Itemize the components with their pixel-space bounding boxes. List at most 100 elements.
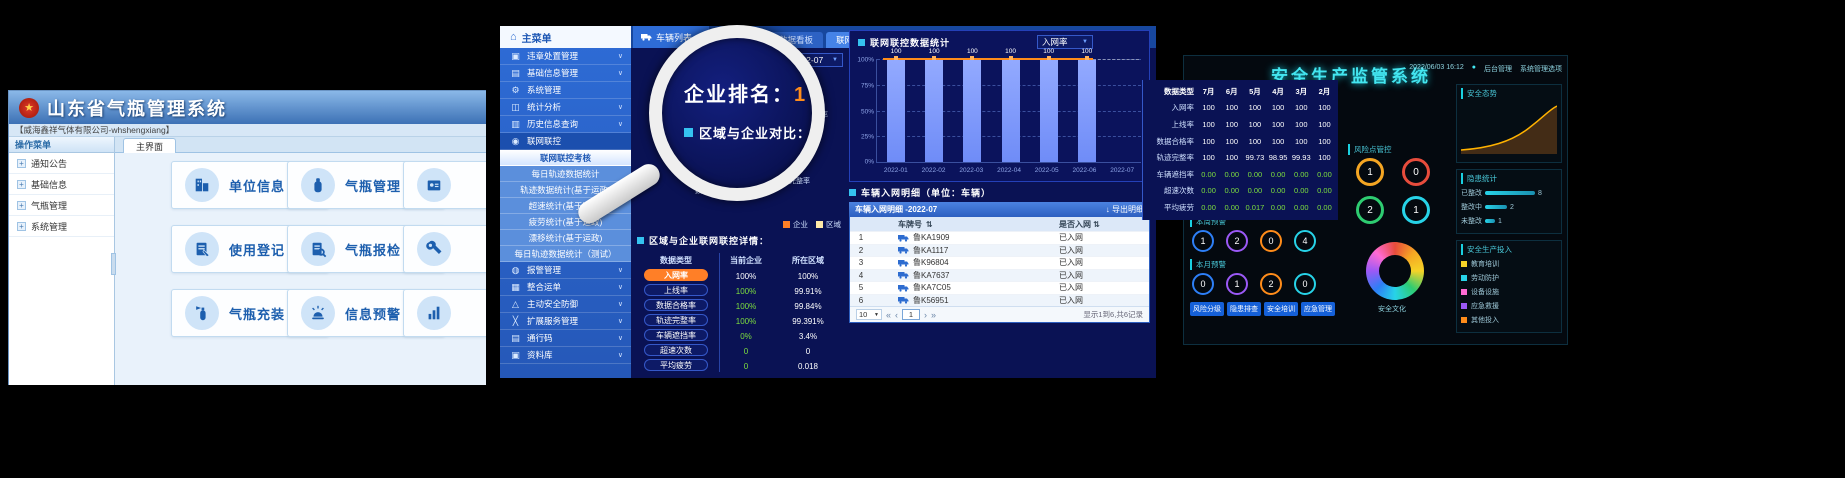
- left-sidebar-item[interactable]: + 系统管理: [9, 216, 114, 237]
- month-table-row: 数据合格率 100 100 100 100 100 100: [1147, 133, 1336, 150]
- page-input[interactable]: 1: [902, 309, 921, 320]
- hazard-label: 未整改: [1461, 218, 1482, 225]
- chevron-down-icon: ∨: [617, 121, 623, 128]
- month-value: 100: [1271, 119, 1285, 129]
- table-row[interactable]: 1 鲁KA1909 已入网: [850, 231, 1149, 244]
- submenu-item[interactable]: 联网联控考核: [500, 150, 631, 166]
- metric-button[interactable]: 数据合格率: [644, 298, 708, 311]
- metric-dropdown[interactable]: 入网率 ▼: [1037, 35, 1093, 49]
- vehicle-table-columns: 车牌号 ⇅ 是否入网 ⇅: [850, 217, 1149, 231]
- menu-item[interactable]: ▤ 通行码 ∨: [500, 330, 631, 347]
- table-row[interactable]: 2 鲁KA1117 已入网: [850, 243, 1149, 256]
- metric-button[interactable]: 超速次数: [644, 343, 708, 356]
- expand-plus-icon[interactable]: +: [17, 158, 26, 168]
- month-value: 0.00: [1270, 202, 1286, 212]
- left-sidebar-item[interactable]: + 通知公告: [9, 153, 114, 174]
- sort-icon[interactable]: ⇅: [926, 219, 933, 229]
- stat-ring: 1: [1192, 230, 1214, 252]
- table-row[interactable]: 5 鲁KA7C05 已入网: [850, 281, 1149, 294]
- menu-item-label: 历史信息查询: [527, 119, 579, 129]
- company-value: 100%: [735, 271, 757, 281]
- menu-item-label: 联网联控: [527, 136, 562, 146]
- export-button[interactable]: ↓ 导出明细: [1105, 205, 1144, 214]
- submenu-item[interactable]: 疲劳统计(基于运政): [500, 214, 631, 230]
- network-stats-panel: 联网联控数据统计 入网率 ▼ 100% 75% 50% 25% 0%: [849, 30, 1150, 182]
- detail-row: 数据合格率 100% 99.84%: [637, 297, 843, 312]
- magnified-content: 企业排名：1 区域与企业对比：: [662, 38, 812, 142]
- metric-button[interactable]: 车辆遮挡率: [644, 328, 708, 341]
- plate-number: 鲁K96804: [913, 258, 949, 268]
- divider: [719, 253, 720, 372]
- module-button[interactable]: 隐患排查: [1227, 302, 1261, 316]
- splitter-handle[interactable]: [111, 253, 116, 275]
- left-sidebar-item-label: 系统管理: [31, 221, 68, 232]
- menu-item-icon: ◍: [511, 264, 520, 275]
- table-row[interactable]: 4 鲁KA7637 已入网: [850, 268, 1149, 281]
- menu-item[interactable]: ▥ 历史信息查询 ∨: [500, 116, 631, 133]
- legend-label: 其他投入: [1471, 317, 1499, 324]
- sidebar-header[interactable]: ⌂ 主菜单: [500, 26, 631, 48]
- hazard-value: 1: [1498, 217, 1502, 225]
- user-label[interactable]: 后台管理: [1484, 66, 1512, 73]
- bar: [1039, 59, 1058, 162]
- submenu-item[interactable]: 漂移统计(基于运政): [500, 230, 631, 246]
- table-row[interactable]: 6 鲁K56951 已入网: [850, 293, 1149, 306]
- metric-button[interactable]: 轨迹完整率: [644, 313, 708, 326]
- plate-number: 鲁KA7C05: [913, 283, 951, 293]
- col-plate[interactable]: 车牌号: [898, 219, 922, 229]
- network-status: 已入网: [1059, 233, 1083, 243]
- network-status: 已入网: [1059, 283, 1083, 293]
- col-status[interactable]: 是否入网: [1059, 219, 1091, 229]
- month-value: 0.00: [1247, 169, 1263, 179]
- menu-item[interactable]: ▣ 资料库 ∨: [500, 347, 631, 364]
- menu-item[interactable]: ◉ 联网联控: [500, 133, 631, 150]
- expand-plus-icon[interactable]: +: [17, 179, 26, 189]
- metric-button[interactable]: 入网率: [644, 268, 708, 281]
- gauge-title: 风险点管控: [1348, 144, 1452, 155]
- left-sidebar-item[interactable]: + 基础信息: [9, 174, 114, 195]
- menu-item[interactable]: ⚙ 系统管理: [500, 82, 631, 99]
- menu-item[interactable]: ▣ 违章处置管理 ∨: [500, 48, 631, 65]
- page-size-select[interactable]: 10 ▼: [856, 309, 882, 320]
- menu-item[interactable]: ◍ 报警管理 ∨: [500, 262, 631, 279]
- menu-item[interactable]: ╳ 扩展服务管理 ∨: [500, 313, 631, 330]
- module-button[interactable]: 风险分级: [1190, 302, 1224, 316]
- radar-label-lower-right: 轨迹完整率: [775, 178, 810, 185]
- stat-ring: 2: [1226, 230, 1248, 252]
- table-row[interactable]: 3 鲁K96804 已入网: [850, 256, 1149, 269]
- series-points: [877, 56, 1106, 60]
- sort-icon[interactable]: ⇅: [1093, 219, 1100, 229]
- metric-button[interactable]: 上线率: [644, 283, 708, 296]
- prev-page-icon[interactable]: ‹: [895, 309, 899, 320]
- detail-row: 车辆遮挡率 0% 3.4%: [637, 327, 843, 342]
- submenu-item[interactable]: 每日轨迹数据统计: [500, 166, 631, 182]
- left-sidebar-item[interactable]: + 气瓶管理: [9, 195, 114, 216]
- settings-label[interactable]: 系统管理选项: [1520, 66, 1562, 73]
- module-button[interactable]: 安全培训: [1264, 302, 1298, 316]
- detail-row: 平均疲劳 0 0.018: [637, 357, 843, 372]
- next-page-icon[interactable]: ›: [924, 309, 928, 320]
- detail-row: 上线率 100% 99.91%: [637, 282, 843, 297]
- x-axis-labels: 2022-01 2022-02 2022-03 2022-04 2022-05 2022-…: [877, 167, 1141, 174]
- col-data-type: 数据类型: [1164, 86, 1194, 96]
- submenu-item[interactable]: 每日轨迹数据统计（测试）: [500, 246, 631, 262]
- menu-item[interactable]: ◫ 统计分析 ∨: [500, 99, 631, 116]
- stat-ring: 0: [1192, 273, 1214, 295]
- expand-plus-icon[interactable]: +: [17, 221, 26, 231]
- legend-label: 应急救援: [1471, 303, 1499, 310]
- month-value: 0.00: [1317, 169, 1332, 179]
- row-seq: 3: [858, 258, 864, 268]
- bar-chart-plot: 100% 75% 50% 25% 0%: [857, 48, 1141, 174]
- menu-item[interactable]: ▤ 基础信息管理 ∨: [500, 65, 631, 82]
- first-page-icon[interactable]: «: [886, 309, 892, 320]
- metric-button[interactable]: 平均疲劳: [644, 358, 708, 371]
- tab-main-view[interactable]: 主界面: [123, 138, 177, 153]
- menu-item[interactable]: ▦ 整合运单 ∨: [500, 279, 631, 296]
- expand-plus-icon[interactable]: +: [17, 200, 26, 210]
- bar: [1077, 59, 1096, 162]
- last-page-icon[interactable]: »: [931, 309, 937, 320]
- module-button[interactable]: 应急管理: [1301, 302, 1335, 316]
- region-value: 0: [805, 346, 811, 356]
- menu-item[interactable]: △ 主动安全防御 ∨: [500, 296, 631, 313]
